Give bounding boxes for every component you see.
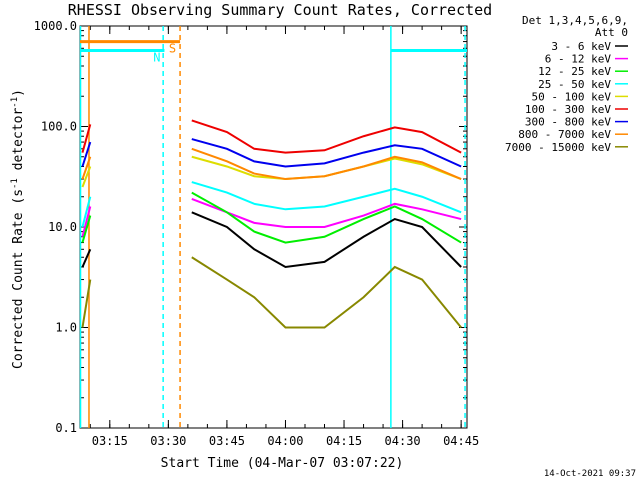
series-line <box>191 198 462 228</box>
series-line <box>191 211 462 269</box>
series-line <box>81 166 92 188</box>
legend-entry-label: 50 - 100 keV <box>532 90 612 103</box>
footer-timestamp: 14-Oct-2021 09:37 <box>544 469 636 479</box>
x-tick-label: 04:00 <box>267 434 303 448</box>
legend-entry-label: 6 - 12 keV <box>545 53 612 66</box>
plot-frame <box>79 25 468 429</box>
x-axis-label: Start Time (04-Mar-07 03:07:22) <box>161 456 404 471</box>
series-line <box>191 138 462 168</box>
series-line <box>81 206 92 237</box>
series-line <box>191 256 462 329</box>
x-tick-label: 03:30 <box>150 434 186 448</box>
y-tick-label: 1.0 <box>55 321 77 335</box>
marker-label: N <box>153 51 160 65</box>
series-line <box>191 191 462 244</box>
y-axis-label: Corrected Count Rate (s-1 detector-1) <box>10 89 26 369</box>
marker-label: S <box>169 42 176 56</box>
series-line <box>81 279 92 328</box>
legend-entry-label: 7000 - 15000 keV <box>505 141 611 154</box>
series-line <box>81 215 92 243</box>
legend-entry-label: 3 - 6 keV <box>551 40 611 53</box>
legend-entry-label: 300 - 800 keV <box>525 116 611 129</box>
series-line <box>81 156 92 180</box>
y-tick-label: 0.1 <box>55 421 77 435</box>
series-line <box>191 119 462 154</box>
legend-entry-label: 25 - 50 keV <box>538 78 611 91</box>
legend-entry-label: 12 - 25 keV <box>538 65 611 78</box>
y-tick-label: 100.0 <box>41 120 77 134</box>
x-tick-label: 04:15 <box>326 434 362 448</box>
x-tick-label: 04:45 <box>443 434 479 448</box>
chart-title: RHESSI Observing Summary Count Rates, Co… <box>68 1 492 19</box>
legend-header: Det 1,3,4,5,6,9, <box>522 14 628 27</box>
series-line <box>191 147 462 181</box>
plot-area: 0.1 1.0 10.0 100.0 1000.0 03:15 03:30 03:45 04:0… <box>34 19 480 448</box>
x-tick-label: 03:45 <box>209 434 245 448</box>
legend-header: Att 0 <box>595 26 628 39</box>
series-line <box>81 196 92 228</box>
series-line <box>191 181 462 214</box>
series-line <box>81 141 92 167</box>
x-tick-label: 04:30 <box>385 434 421 448</box>
series-line <box>81 248 92 268</box>
x-tick-label: 03:15 <box>92 434 128 448</box>
y-tick-label: 1000.0 <box>34 19 77 33</box>
legend-entry-label: 800 - 7000 keV <box>518 128 611 141</box>
legend-entry-label: 100 - 300 keV <box>525 103 611 116</box>
y-tick-label: 10.0 <box>48 220 77 234</box>
series-line <box>81 124 92 153</box>
